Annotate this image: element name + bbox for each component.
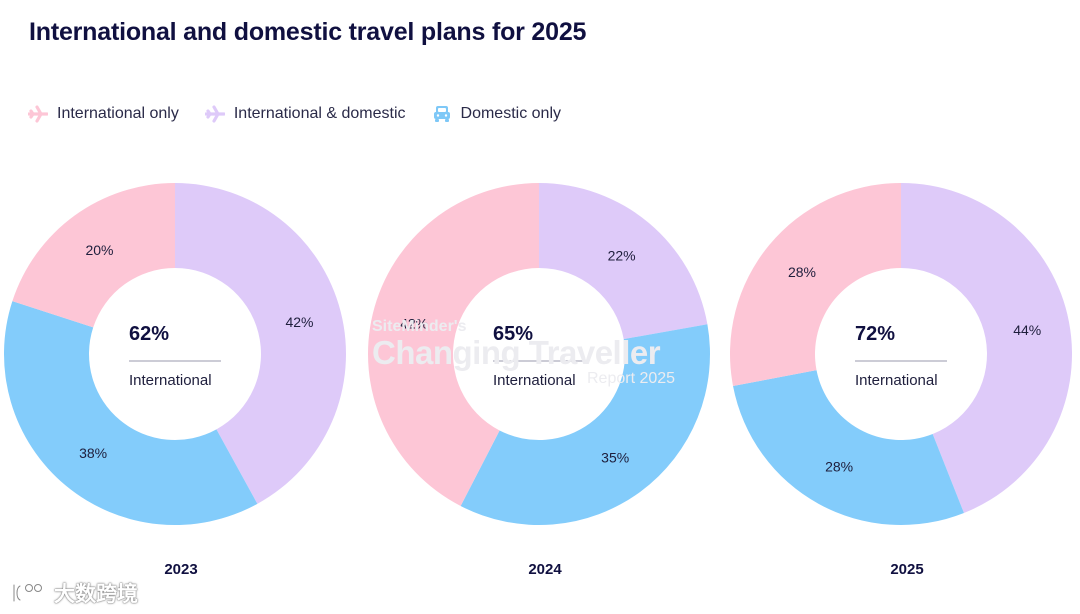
legend-item-international-domestic: International & domestic bbox=[204, 104, 406, 124]
donut-chart-2025: 44% 28% 28% 72% International 2025 bbox=[729, 183, 1072, 578]
center-label: International bbox=[855, 372, 938, 389]
center-value: 62% bbox=[129, 323, 169, 345]
slice-value-label: 35% bbox=[601, 449, 629, 465]
center-value: 65% bbox=[493, 323, 533, 345]
legend-item-domestic-only: Domestic only bbox=[432, 104, 561, 124]
slice-value-label: 28% bbox=[788, 264, 816, 280]
slice-value-label: 42% bbox=[285, 314, 313, 330]
slice-value-label: 38% bbox=[79, 445, 107, 461]
donut-chart-2024: 22% 35% 42% 65% International 2024 bbox=[367, 183, 710, 578]
donut-slice-domestic-only bbox=[733, 370, 964, 525]
legend-item-international-only: International only bbox=[28, 104, 179, 124]
slice-value-label: 44% bbox=[1013, 322, 1041, 338]
center-label: International bbox=[493, 372, 576, 389]
donut-chart-2023: 42% 38% 20% 62% International 2023 bbox=[3, 183, 347, 578]
slice-value-label: 28% bbox=[825, 459, 853, 475]
legend: International only International & domes… bbox=[28, 104, 587, 124]
donut-slice-international-only bbox=[729, 183, 901, 387]
center-value: 72% bbox=[855, 323, 895, 345]
year-label: 2023 bbox=[164, 561, 197, 578]
legend-label: Domestic only bbox=[460, 105, 561, 122]
donut-slice-international-domestic bbox=[901, 183, 1072, 513]
legend-label: International only bbox=[57, 105, 179, 122]
car-icon bbox=[433, 106, 450, 122]
donut-slice-domestic-only bbox=[3, 301, 258, 526]
year-label: 2024 bbox=[528, 561, 562, 578]
donut-slice-domestic-only bbox=[460, 324, 710, 525]
plane-icon bbox=[28, 105, 48, 123]
donut-slice-international-only bbox=[12, 183, 175, 328]
donut-slice-international-domestic bbox=[175, 183, 347, 504]
slice-value-label: 22% bbox=[608, 248, 636, 264]
chart-title: International and domestic travel plans … bbox=[29, 18, 587, 46]
donut-slice-international-only bbox=[367, 183, 539, 506]
logo-icon bbox=[12, 583, 42, 603]
year-label: 2025 bbox=[890, 561, 923, 578]
slice-value-label: 20% bbox=[85, 242, 113, 258]
plane-icon bbox=[204, 105, 225, 123]
corner-logo: 大数跨境 bbox=[10, 578, 138, 608]
corner-logo-text: 大数跨境 bbox=[54, 583, 138, 606]
legend-label: International & domestic bbox=[233, 105, 406, 122]
center-label: International bbox=[129, 372, 212, 389]
slice-value-label: 42% bbox=[400, 316, 428, 332]
donut-slice-international-domestic bbox=[539, 183, 708, 340]
